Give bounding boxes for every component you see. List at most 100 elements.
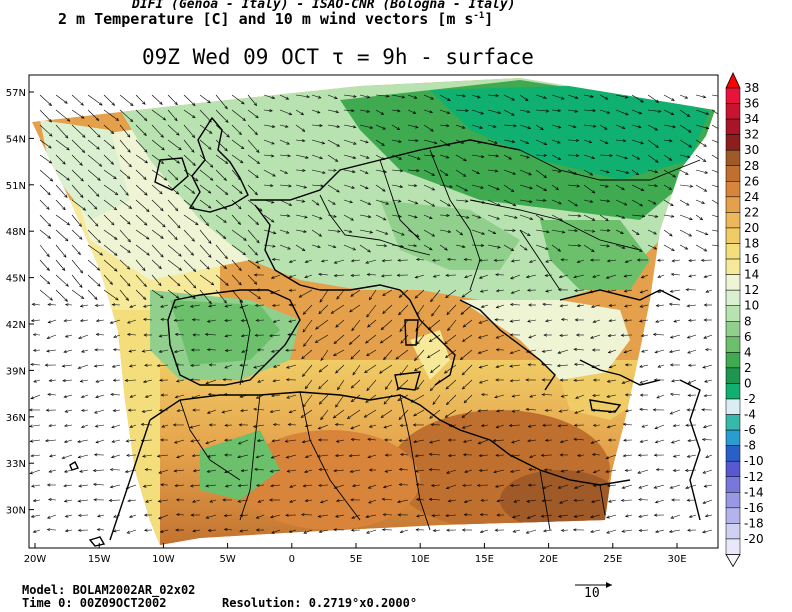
colorbar-swatch (725, 429, 741, 446)
colorbar-label: 36 (744, 97, 759, 111)
lon-tick-label: 20E (539, 554, 558, 565)
lat-tick-label: 42N (6, 320, 26, 331)
country-borders (179, 149, 701, 531)
lon-tick-label: 10W (152, 554, 175, 565)
lon-tick-label: 25E (603, 554, 622, 565)
colorbar-swatch (725, 492, 741, 509)
colorbar-label: 14 (744, 268, 759, 282)
colorbar-swatch (725, 476, 741, 493)
colorbar-swatch (725, 87, 741, 104)
colorbar-swatch (725, 445, 741, 462)
model-label: Model: BOLAM2002AR_02x02 (22, 583, 196, 597)
colorbar-label: 38 (744, 81, 759, 95)
lat-tick-label: 54N (6, 134, 26, 145)
colorbar-label: -20 (744, 532, 764, 546)
colorbar-swatch (725, 196, 741, 213)
colorbar-swatch (725, 149, 741, 166)
colorbar-swatch (725, 383, 741, 400)
colorbar-swatch (725, 243, 741, 260)
colorbar-swatch (725, 181, 741, 198)
colorbar-swatch (725, 289, 741, 306)
colorbar-label: 24 (744, 190, 759, 204)
colorbar-label: 34 (744, 112, 759, 126)
colorbar-label: -8 (744, 439, 756, 453)
colorbar-label: -4 (744, 408, 756, 422)
map-title: 09Z Wed 09 OCT τ = 9h - surface (142, 45, 534, 69)
colorbar-label: 22 (744, 205, 759, 219)
colorbar-label: 6 (744, 330, 752, 344)
reference-vector (575, 582, 612, 588)
map-area (29, 78, 718, 547)
lon-tick-label: 5E (350, 554, 363, 565)
lon-tick-label: 20W (24, 554, 47, 565)
credit-line: DIFI (Genoa - Italy) - ISAO-CNR (Bologna… (132, 0, 516, 12)
colorbar-label: 2 (744, 361, 752, 375)
lon-tick-label: 15E (475, 554, 494, 565)
colorbar-swatch (725, 507, 741, 524)
colorbar-label: 20 (744, 221, 759, 235)
lat-tick-label: 36N (6, 413, 26, 424)
colorbar-label: -6 (744, 423, 756, 437)
colorbar-label: 28 (744, 159, 759, 173)
colorbar-label: 26 (744, 174, 759, 188)
lon-tick-label: 30E (667, 554, 686, 565)
colorbar-swatch (725, 165, 741, 182)
colorbar-label: -16 (744, 501, 764, 515)
lat-tick-label: 30N (6, 506, 26, 517)
lon-tick-label: 0 (289, 554, 295, 565)
map-frame (28, 74, 719, 549)
lat-tick-label: 48N (6, 227, 26, 238)
colorbar-swatch (725, 103, 741, 120)
colorbar-swatch (725, 258, 741, 275)
colorbar-label: 8 (744, 314, 752, 328)
latitude-axis: 57N 54N 51N 48N 45N 42N 39N 36N 33N 30N (6, 88, 34, 517)
coastlines (69, 116, 701, 547)
time0-label: Time 0: 00Z09OCT2002 (22, 596, 167, 610)
colorbar-swatch (725, 538, 741, 555)
temperature-colorbar: 38363432302826242220181614121086420-2-4-… (725, 72, 764, 568)
colorbar-label: 12 (744, 283, 759, 297)
resolution-label: Resolution: 0.2719°x0.2000° (222, 596, 418, 610)
lon-tick-label: 10E (411, 554, 430, 565)
colorbar-label: 18 (744, 237, 759, 251)
colorbar-label: 10 (744, 299, 759, 313)
colorbar-label: 4 (744, 345, 752, 359)
colorbar-swatch (725, 305, 741, 322)
colorbar-label: 30 (744, 143, 759, 157)
lat-tick-label: 45N (6, 274, 26, 285)
colorbar-swatch (725, 274, 741, 291)
colorbar-swatch (725, 523, 741, 540)
colorbar-label: 32 (744, 128, 759, 142)
colorbar-swatch (725, 118, 741, 135)
temperature-field (32, 78, 715, 545)
colorbar-swatch (725, 227, 741, 244)
colorbar-swatch (725, 414, 741, 431)
colorbar-swatch (725, 398, 741, 415)
colorbar-swatch (725, 336, 741, 353)
colorbar-swatch (725, 352, 741, 369)
longitude-axis: 20W 15W 10W 5W 0 5E 10E 15E 20E 25E 30E (24, 543, 687, 565)
variables-line: 2 m Temperature [C] and 10 m wind vector… (58, 10, 494, 28)
colorbar-swatch (725, 134, 741, 151)
colorbar-swatch (725, 321, 741, 338)
lat-tick-label: 33N (6, 459, 26, 470)
colorbar-label: 0 (744, 376, 752, 390)
colorbar-swatch (725, 460, 741, 478)
lat-tick-label: 51N (6, 181, 26, 192)
colorbar-top-arrow (725, 72, 741, 89)
colorbar-swatch (725, 367, 741, 384)
colorbar-label: -12 (744, 470, 764, 484)
colorbar-label: 16 (744, 252, 759, 266)
wind-vectors (29, 94, 718, 534)
colorbar-swatch (725, 212, 741, 229)
colorbar-label: -2 (744, 392, 756, 406)
lat-tick-label: 39N (6, 366, 26, 377)
colorbar-label: -14 (744, 485, 764, 499)
colorbar-label: -10 (744, 454, 764, 468)
lon-tick-label: 15W (88, 554, 111, 565)
colorbar-label: -18 (744, 516, 764, 530)
lon-tick-label: 5W (219, 554, 235, 565)
colorbar-bottom-arrow (725, 554, 741, 568)
lat-tick-label: 57N (6, 88, 26, 99)
